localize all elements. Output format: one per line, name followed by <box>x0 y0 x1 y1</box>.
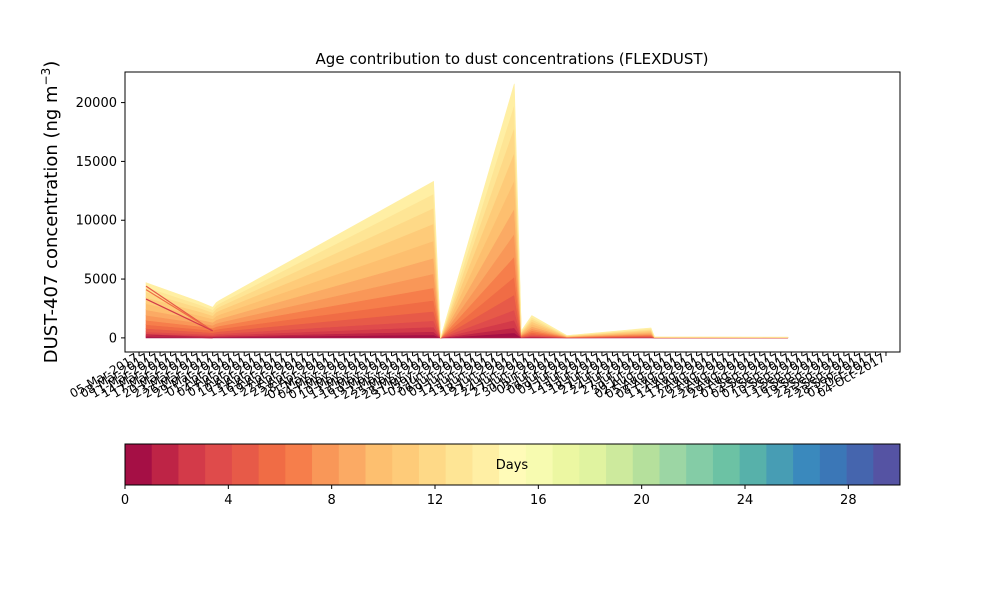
colorbar-frame <box>124 443 901 486</box>
colorbar-cell-21 <box>686 444 714 485</box>
colorbar-cell-0 <box>125 444 153 485</box>
colorbar-cell-20 <box>659 444 687 485</box>
y-axis: 0 5000 10000 15000 20000 <box>76 96 125 346</box>
colorbar-tick-label: 0 <box>121 493 129 508</box>
age-band-13-area <box>145 83 788 338</box>
age-band-areas <box>145 83 789 340</box>
colorbar-cell-17 <box>579 444 607 485</box>
colorbar-tick-label: 8 <box>328 493 336 508</box>
colorbar-label: Days <box>496 458 529 473</box>
colorbar-tick-label: 4 <box>224 493 232 508</box>
spike-line-3 <box>146 334 213 339</box>
y-axis-label-close: ) <box>41 61 62 68</box>
colorbar-cell-27 <box>846 444 874 485</box>
colorbar-cell-14 <box>499 444 527 485</box>
colorbar-tick-label: 16 <box>530 493 547 508</box>
colorbar-cell-7 <box>312 444 340 485</box>
y-tick-label: 5000 <box>84 273 117 288</box>
plot-area <box>124 71 901 353</box>
x-axis: 05-Mar-201708-Mar-201711-Mar-201714-Mar-… <box>67 350 887 402</box>
colorbar-cell-19 <box>632 444 660 485</box>
colorbar-cell-2 <box>178 444 206 485</box>
colorbar-cell-25 <box>793 444 821 485</box>
colorbar-cell-23 <box>739 444 767 485</box>
y-axis-label: DUST-407 concentration (ng m−3) <box>39 61 62 364</box>
colorbar-cell-9 <box>365 444 393 485</box>
colorbar-cell-16 <box>552 444 580 485</box>
y-tick-label: 0 <box>109 331 117 346</box>
colorbar-cell-11 <box>418 444 447 485</box>
spike-lines <box>145 285 214 339</box>
colorbar-cell-8 <box>338 444 366 485</box>
axes-frame <box>124 71 901 353</box>
y-tick-label: 10000 <box>76 214 117 229</box>
chart-title: Age contribution to dust concentrations … <box>316 50 709 68</box>
y-tick-label: 20000 <box>76 96 117 111</box>
colorbar-cell-10 <box>392 444 420 485</box>
colorbar-tick-label: 12 <box>427 493 444 508</box>
colorbar-tick-label: 28 <box>840 493 857 508</box>
colorbar-cell-3 <box>205 444 233 485</box>
colorbar: Days 0 4 8 12 16 20 24 28 <box>121 443 901 508</box>
spike-line-1 <box>145 289 213 332</box>
colorbar-tick-label: 20 <box>633 493 650 508</box>
colorbar-cell-4 <box>231 444 260 485</box>
colorbar-cell-24 <box>766 444 794 485</box>
colorbar-cell-15 <box>525 444 553 485</box>
colorbar-cell-22 <box>712 444 741 485</box>
colorbar-axis: 0 4 8 12 16 20 24 28 <box>121 485 857 508</box>
colorbar-cell-26 <box>819 444 847 485</box>
colorbar-cell-5 <box>258 444 286 485</box>
spike-line-2 <box>145 298 213 332</box>
colorbar-cell-1 <box>151 444 179 485</box>
y-tick-label: 15000 <box>76 155 117 170</box>
y-axis-label-exponent: −3 <box>39 68 53 86</box>
colorbar-cells <box>125 444 901 485</box>
y-axis-label-text: DUST-407 concentration (ng m <box>41 85 62 363</box>
colorbar-cell-12 <box>445 444 473 485</box>
colorbar-cell-13 <box>472 444 500 485</box>
colorbar-cell-18 <box>606 444 634 485</box>
colorbar-tick-label: 24 <box>737 493 754 508</box>
colorbar-cell-28 <box>873 444 901 485</box>
colorbar-cell-6 <box>285 444 313 485</box>
